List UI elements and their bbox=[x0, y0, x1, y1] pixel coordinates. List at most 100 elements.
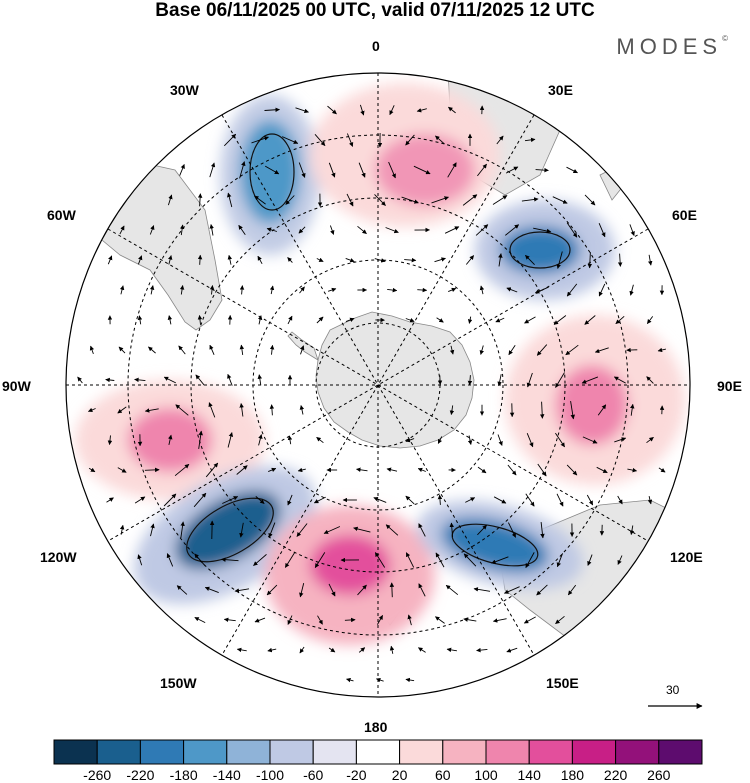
wind-vector bbox=[264, 165, 280, 175]
wind-vector bbox=[418, 523, 426, 537]
wind-vector bbox=[613, 376, 626, 384]
wind-vector bbox=[497, 434, 503, 446]
wind-vector bbox=[556, 493, 564, 507]
wind-vector bbox=[193, 492, 207, 508]
wind-vector bbox=[555, 615, 565, 625]
colorbar-tick-label: -60 bbox=[303, 767, 324, 783]
wind-vector bbox=[118, 346, 126, 354]
wind-vector bbox=[287, 615, 293, 625]
wind-vector bbox=[264, 107, 280, 113]
wind-vector bbox=[287, 494, 293, 506]
wind-vector bbox=[253, 554, 267, 566]
wind-vector bbox=[405, 134, 415, 146]
wind-vector bbox=[87, 407, 96, 413]
wind-vector bbox=[107, 255, 113, 265]
wind-vector bbox=[385, 524, 399, 536]
wind-vector bbox=[268, 467, 277, 473]
wind-vector bbox=[269, 285, 275, 295]
colorbar-swatch bbox=[442, 739, 487, 765]
wind-vector bbox=[492, 195, 508, 205]
lon-label-120w: 120W bbox=[40, 549, 77, 565]
wind-vector bbox=[373, 496, 387, 503]
wind-vector bbox=[505, 224, 520, 236]
wind-vector bbox=[316, 257, 324, 262]
wind-vector bbox=[465, 497, 476, 503]
wind-vector bbox=[503, 586, 520, 594]
wind-vector bbox=[566, 464, 578, 476]
wind-vector bbox=[536, 584, 548, 596]
wind-vector bbox=[299, 405, 305, 415]
wind-vector bbox=[445, 584, 459, 596]
wind-vector bbox=[239, 161, 246, 179]
wind-vector bbox=[405, 552, 415, 568]
wind-vector bbox=[630, 403, 635, 416]
colorbar-swatch bbox=[183, 739, 228, 765]
colorbar-swatch bbox=[355, 739, 401, 765]
wind-vector bbox=[597, 404, 607, 416]
wind-vector bbox=[167, 255, 173, 265]
wind-vector bbox=[88, 467, 96, 473]
wind-vector bbox=[149, 225, 155, 235]
wind-vector bbox=[405, 437, 415, 443]
colorbar-tick-label: 180 bbox=[560, 767, 585, 783]
wind-vector bbox=[537, 463, 547, 477]
wind-vector bbox=[323, 526, 341, 534]
wind-vector bbox=[251, 136, 269, 144]
wind-vector bbox=[479, 345, 484, 355]
wind-vector bbox=[328, 583, 336, 597]
wind-vector bbox=[446, 647, 457, 653]
wind-vector bbox=[316, 436, 324, 444]
wind-vector bbox=[447, 162, 457, 178]
wind-vector bbox=[178, 345, 186, 355]
wind-vector bbox=[584, 315, 596, 325]
wind-vector bbox=[386, 467, 398, 472]
wind-vector bbox=[269, 404, 275, 416]
wind-vector bbox=[389, 105, 395, 116]
wind-vector bbox=[195, 374, 205, 386]
wind-vector bbox=[389, 582, 395, 598]
wind-vector bbox=[284, 552, 296, 568]
wind-vector bbox=[257, 255, 263, 265]
wind-vector bbox=[449, 345, 455, 355]
wind-vector bbox=[385, 227, 399, 234]
wind-vector bbox=[525, 493, 535, 507]
wind-vector bbox=[416, 108, 427, 113]
wind-vector bbox=[555, 372, 565, 388]
vector-scale-label: 30 bbox=[666, 683, 680, 697]
wind-vector bbox=[657, 347, 667, 353]
colorbar-swatch bbox=[53, 739, 98, 765]
wind-vector bbox=[467, 375, 473, 386]
wind-vector bbox=[227, 432, 234, 448]
colorbar-swatch bbox=[528, 739, 573, 765]
wind-vector bbox=[328, 162, 336, 178]
wind-vector bbox=[417, 287, 428, 293]
wind-vector bbox=[137, 255, 143, 265]
wind-vector bbox=[570, 401, 575, 420]
wind-vector bbox=[149, 285, 155, 295]
wind-vector bbox=[117, 467, 127, 473]
wind-vector bbox=[194, 616, 206, 624]
wind-vector bbox=[358, 162, 366, 178]
wind-vector bbox=[258, 434, 263, 446]
wind-vector bbox=[533, 227, 552, 234]
wind-vector bbox=[167, 194, 173, 206]
brand-mark: © bbox=[722, 34, 728, 43]
wind-vector bbox=[77, 376, 83, 384]
wind-vector bbox=[629, 224, 635, 237]
modes-logo: MODES© bbox=[616, 34, 728, 60]
wind-vector bbox=[525, 254, 535, 266]
wind-vector bbox=[524, 137, 536, 143]
colorbar-tick-label: -220 bbox=[126, 767, 155, 783]
wind-vector bbox=[298, 162, 306, 178]
wind-vector bbox=[449, 405, 455, 416]
wind-vector bbox=[374, 194, 386, 206]
wind-vector bbox=[205, 462, 219, 478]
lon-label-0: 0 bbox=[372, 38, 380, 54]
wind-vector bbox=[477, 163, 487, 177]
colorbar-swatch bbox=[399, 739, 444, 765]
colorbar-tick-label: 60 bbox=[435, 767, 451, 783]
wind-vector bbox=[179, 285, 185, 295]
lon-label-90w: 90W bbox=[2, 378, 31, 394]
wind-vector bbox=[119, 285, 125, 295]
wind-vector bbox=[463, 553, 477, 567]
